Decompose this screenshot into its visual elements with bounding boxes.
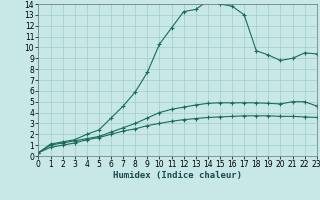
X-axis label: Humidex (Indice chaleur): Humidex (Indice chaleur): [113, 171, 242, 180]
